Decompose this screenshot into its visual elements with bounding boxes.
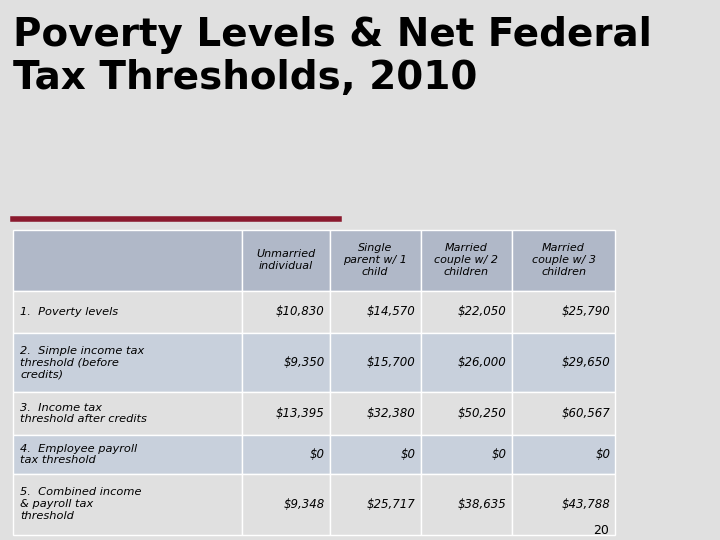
Text: $13,395: $13,395 bbox=[276, 407, 325, 420]
Text: $29,650: $29,650 bbox=[562, 356, 611, 369]
Text: $0: $0 bbox=[310, 448, 325, 461]
Text: 2.  Simple income tax
threshold (before
credits): 2. Simple income tax threshold (before c… bbox=[20, 346, 144, 380]
Bar bbox=[420, 392, 512, 435]
Text: Single
parent w/ 1
child: Single parent w/ 1 child bbox=[343, 244, 407, 276]
Text: $38,635: $38,635 bbox=[458, 497, 507, 511]
Text: 20: 20 bbox=[593, 524, 609, 537]
Text: $15,700: $15,700 bbox=[367, 356, 415, 369]
Text: 4.  Employee payroll
tax threshold: 4. Employee payroll tax threshold bbox=[20, 443, 138, 465]
Text: 5.  Combined income
& payroll tax
threshold: 5. Combined income & payroll tax thresho… bbox=[20, 488, 142, 521]
Bar bbox=[330, 291, 420, 334]
Text: 1.  Poverty levels: 1. Poverty levels bbox=[20, 307, 118, 317]
Text: $60,567: $60,567 bbox=[562, 407, 611, 420]
Bar bbox=[420, 334, 512, 392]
Text: $9,348: $9,348 bbox=[284, 497, 325, 511]
Bar bbox=[420, 474, 512, 535]
Text: Poverty Levels & Net Federal
Tax Thresholds, 2010: Poverty Levels & Net Federal Tax Thresho… bbox=[12, 16, 652, 97]
Text: Married
couple w/ 3
children: Married couple w/ 3 children bbox=[531, 244, 595, 276]
Text: $9,350: $9,350 bbox=[284, 356, 325, 369]
Text: $0: $0 bbox=[401, 448, 415, 461]
Bar bbox=[420, 230, 512, 291]
Bar bbox=[242, 435, 330, 474]
Bar bbox=[420, 291, 512, 334]
Bar bbox=[512, 392, 616, 435]
Text: $0: $0 bbox=[595, 448, 611, 461]
Text: 3.  Income tax
threshold after credits: 3. Income tax threshold after credits bbox=[20, 403, 147, 424]
Bar bbox=[512, 435, 616, 474]
Text: Unmarried
individual: Unmarried individual bbox=[256, 249, 315, 271]
Bar bbox=[512, 474, 616, 535]
Bar bbox=[330, 392, 420, 435]
Bar bbox=[512, 230, 616, 291]
Bar bbox=[330, 334, 420, 392]
Bar bbox=[242, 474, 330, 535]
Text: $50,250: $50,250 bbox=[458, 407, 507, 420]
Bar bbox=[242, 230, 330, 291]
Bar bbox=[12, 435, 242, 474]
Bar bbox=[242, 392, 330, 435]
Bar bbox=[512, 291, 616, 334]
Text: $25,790: $25,790 bbox=[562, 306, 611, 319]
Text: Married
couple w/ 2
children: Married couple w/ 2 children bbox=[434, 244, 498, 276]
Bar bbox=[12, 392, 242, 435]
Text: $22,050: $22,050 bbox=[458, 306, 507, 319]
Text: $43,788: $43,788 bbox=[562, 497, 611, 511]
Text: $10,830: $10,830 bbox=[276, 306, 325, 319]
Bar bbox=[512, 334, 616, 392]
Text: $25,717: $25,717 bbox=[367, 497, 415, 511]
Text: $14,570: $14,570 bbox=[367, 306, 415, 319]
Bar bbox=[12, 230, 242, 291]
Bar bbox=[330, 435, 420, 474]
Text: $26,000: $26,000 bbox=[458, 356, 507, 369]
Bar bbox=[330, 474, 420, 535]
Bar bbox=[242, 291, 330, 334]
Bar bbox=[12, 291, 242, 334]
Bar bbox=[242, 334, 330, 392]
Text: $0: $0 bbox=[492, 448, 507, 461]
Bar bbox=[12, 334, 242, 392]
Bar bbox=[330, 230, 420, 291]
Text: $32,380: $32,380 bbox=[367, 407, 415, 420]
Bar bbox=[420, 435, 512, 474]
Bar bbox=[12, 474, 242, 535]
